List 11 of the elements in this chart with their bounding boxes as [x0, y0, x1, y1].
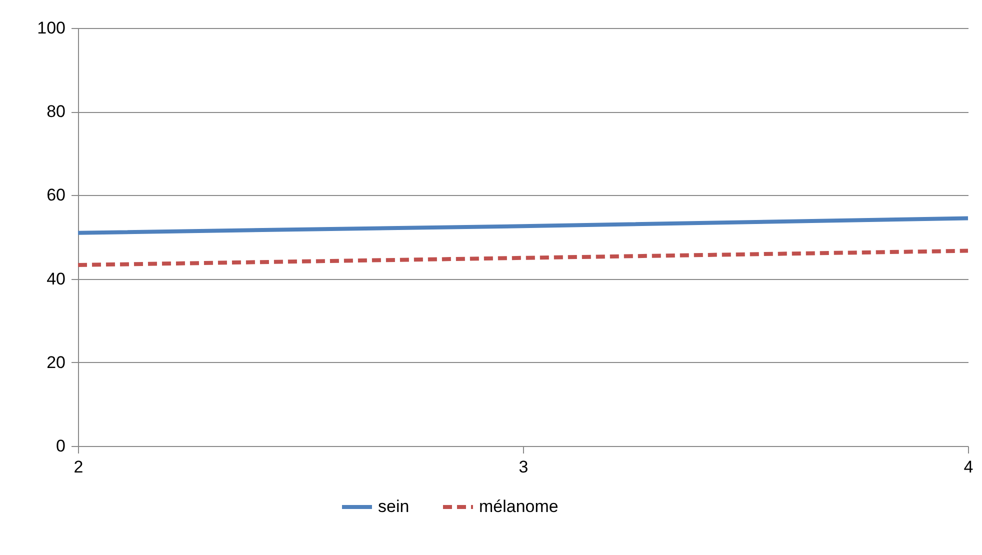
- y-tick-label: 20: [46, 352, 66, 372]
- y-tick-label: 60: [46, 186, 66, 205]
- y-tick-label: 80: [46, 102, 66, 122]
- x-tick-label: 3: [518, 458, 528, 476]
- y-tick-label: 40: [46, 269, 66, 288]
- legend-label: sein: [378, 497, 410, 516]
- y-tick-label: 0: [56, 436, 66, 456]
- x-tick-label: 2: [74, 458, 84, 476]
- x-tick-label: 4: [964, 458, 974, 476]
- y-tick-label: 100: [37, 18, 66, 38]
- legend-label: mélanome: [479, 497, 558, 516]
